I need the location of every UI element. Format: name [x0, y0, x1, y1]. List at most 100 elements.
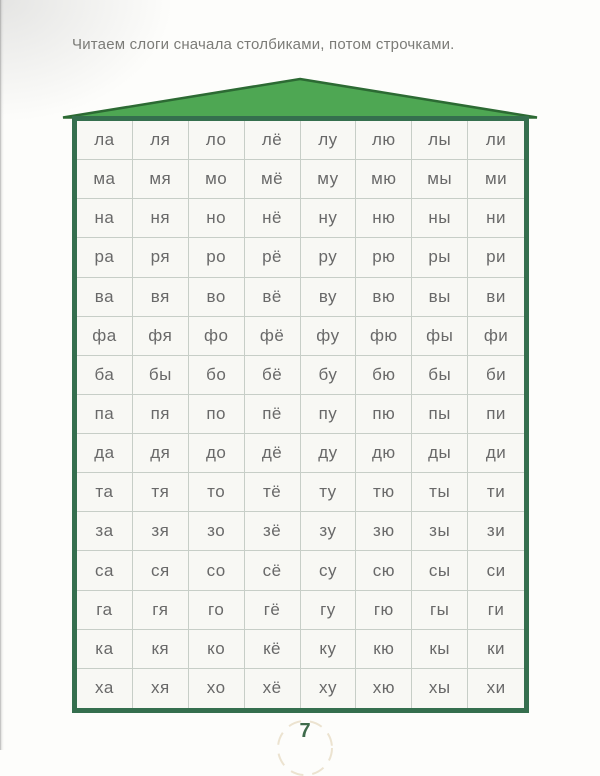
- syllable-cell: бы: [132, 355, 189, 395]
- syllable-cell: мя: [132, 160, 189, 200]
- syllable-cell: хо: [189, 668, 245, 708]
- syllable-cell: кя: [132, 629, 189, 669]
- syllable-cell: ма: [77, 160, 133, 200]
- syllable-cell: бю: [356, 355, 413, 395]
- syllable-cell: ня: [132, 199, 189, 239]
- syllable-cell: за: [77, 512, 133, 552]
- instruction-text: Читаем слоги сначала столбиками, потом с…: [72, 36, 455, 53]
- syllable-cell: зи: [468, 512, 524, 552]
- syllable-cell: су: [300, 551, 357, 591]
- syllable-cell: ки: [468, 630, 524, 669]
- syllable-cell: ра: [77, 238, 133, 278]
- syllable-cell: сю: [356, 551, 413, 591]
- syllable-cell: хи: [486, 678, 506, 698]
- syllable-cell: гё: [244, 590, 301, 630]
- syllable-cell: хы: [412, 668, 469, 708]
- syllable-cell: гю: [356, 590, 413, 630]
- syllable-cell: до: [188, 434, 245, 474]
- syllable-cell: ли: [468, 121, 524, 161]
- syllable-cell: ты: [412, 473, 469, 513]
- syllable-table: ла ля ло лё лу лю лы ли ма мя мо мё му мю мы ми на ня но нё…: [72, 116, 529, 713]
- syllable-cell: пы: [412, 394, 469, 435]
- syllable-cell: вё: [244, 277, 301, 317]
- syllable-cell: тю: [356, 473, 413, 513]
- syllable-cell: га: [77, 590, 133, 630]
- syllable-cell: гы: [412, 590, 469, 630]
- syllable-cell: ху: [301, 668, 357, 708]
- syllable-cell: тё: [244, 473, 301, 513]
- syllable-cell: ву: [300, 277, 357, 317]
- syllable-cell: ха: [77, 668, 133, 708]
- syllable-cell: фы: [412, 316, 469, 356]
- syllable-cell: бо: [188, 355, 245, 395]
- syllable-cell: кы: [412, 629, 469, 669]
- syllable-cell: лы: [412, 121, 469, 161]
- syllable-cell: ла: [77, 121, 133, 161]
- syllable-cell: фю: [356, 316, 413, 356]
- syllable-cell: пу: [300, 394, 357, 435]
- syllable-cell: ту: [300, 473, 357, 513]
- syllable-cell: ди: [468, 434, 524, 474]
- syllable-cell: то: [188, 473, 245, 513]
- syllable-cell: ко: [188, 629, 245, 669]
- syllable-cell: на: [77, 199, 133, 239]
- syllable-cell: би: [468, 356, 524, 395]
- syllable-cell: си: [468, 551, 524, 591]
- syllable-cell: кё: [244, 629, 301, 669]
- syllable-cell: рю: [356, 238, 413, 278]
- syllable-cell: дё: [244, 434, 301, 474]
- syllable-cell: ни: [468, 199, 524, 239]
- syllable-cell: зю: [356, 512, 413, 552]
- syllable-cell: сё: [244, 551, 301, 591]
- syllable-cell: хё: [245, 668, 301, 708]
- syllable-cell: дя: [132, 434, 189, 474]
- syllable-cell: мё: [244, 160, 301, 200]
- scan-shadow-left-edge: [0, 0, 4, 750]
- syllable-cell: ды: [412, 434, 469, 474]
- syllable-cell: ри: [468, 238, 524, 278]
- syllable-cell: ти: [468, 473, 524, 513]
- syllable-cell: вы: [412, 277, 469, 317]
- syllable-cell: гу: [300, 590, 357, 630]
- syllable-cell: лё: [244, 121, 301, 161]
- syllable-cell: зы: [412, 512, 469, 552]
- syllable-cell: да: [77, 434, 133, 474]
- syllable-cell: ка: [77, 629, 133, 669]
- syllable-cell: хя: [133, 668, 189, 708]
- syllable-cell: ну: [300, 199, 357, 239]
- syllable-cell: фя: [132, 316, 189, 356]
- syllable-cell: мю: [356, 160, 413, 200]
- syllable-cell: сы: [412, 551, 469, 591]
- syllable-cell: пя: [132, 394, 189, 435]
- syllable-cell: ду: [300, 434, 357, 474]
- syllable-cell: вю: [356, 277, 413, 317]
- syllable-cell: ря: [132, 238, 189, 278]
- syllable-cell: пё: [244, 394, 301, 435]
- syllable-cell: тя: [132, 473, 189, 513]
- syllable-cell: ло: [188, 121, 245, 161]
- syllable-cell: ку: [300, 629, 357, 669]
- syllable-cell: ля: [132, 121, 189, 161]
- syllable-cell: фо: [188, 316, 245, 356]
- syllable-cell: бы: [412, 355, 469, 395]
- syllable-cell: са: [77, 551, 133, 591]
- syllable-cell: ги: [468, 591, 524, 630]
- syllable-cell: ва: [77, 277, 133, 317]
- syllable-cell: фё: [244, 316, 301, 356]
- syllable-cell: зо: [188, 512, 245, 552]
- syllable-cell: пю: [356, 394, 413, 435]
- syllable-cell: дю: [356, 434, 413, 474]
- syllable-cell: та: [77, 473, 133, 513]
- syllable-cell: ры: [412, 238, 469, 278]
- syllable-cell: вя: [132, 277, 189, 317]
- syllable-cell: зу: [300, 512, 357, 552]
- syllable-cell: мы: [412, 160, 469, 200]
- syllable-cell: ся: [132, 551, 189, 591]
- page-number: 7: [299, 720, 311, 742]
- syllable-cell: му: [300, 160, 357, 200]
- syllable-cell: ню: [356, 199, 413, 239]
- syllable-cell: гя: [132, 590, 189, 630]
- syllable-cell: бё: [244, 355, 301, 395]
- syllable-cell: во: [188, 277, 245, 317]
- syllable-cell: лю: [356, 121, 413, 161]
